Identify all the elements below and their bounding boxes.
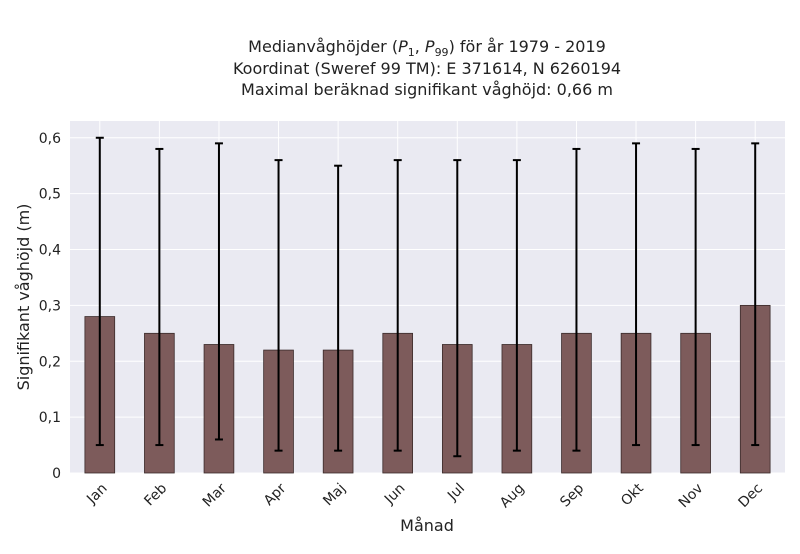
x-tick-label-okt: Okt xyxy=(618,480,647,509)
y-tick-label-4: 0,4 xyxy=(39,243,61,259)
error-bar-maj xyxy=(334,164,343,452)
title-p1-letter: P xyxy=(398,37,408,56)
y-tick-label-5: 0,5 xyxy=(39,187,61,203)
error-bar-sep xyxy=(572,147,581,452)
plot-area xyxy=(70,121,785,473)
y-axis-label: Signifikant våghöjd (m) xyxy=(14,204,33,391)
title-part-1: Medianvåghöjder ( xyxy=(248,37,398,56)
title-comma: , xyxy=(415,37,425,56)
x-tick-label-sep: Sep xyxy=(557,480,587,510)
error-bar-okt xyxy=(632,142,641,447)
error-bar-jun xyxy=(393,159,402,452)
x-tick-label-apr: Apr xyxy=(261,480,290,509)
error-bar-apr xyxy=(274,159,283,452)
chart-title-line-1: Medianvåghöjder (P1, P99) för år 1979 - … xyxy=(248,37,606,59)
y-tick-label-2: 0,2 xyxy=(39,354,61,370)
x-axis-ticks: Jan Feb Mar Apr Maj Jun Jul Aug Sep Okt Nov Dec xyxy=(83,480,766,511)
x-tick-label-feb: Feb xyxy=(141,480,170,509)
title-p1-sub: 1 xyxy=(408,46,415,59)
title-p99-sub: 99 xyxy=(435,46,449,59)
x-tick-label-jun: Jun xyxy=(381,481,408,508)
error-bar-feb xyxy=(155,147,164,447)
y-tick-label-3: 0,3 xyxy=(39,298,61,314)
y-axis-ticks: 0 0,1 0,2 0,3 0,4 0,5 0,6 xyxy=(39,131,61,482)
y-tick-label-6: 0,6 xyxy=(39,131,61,147)
chart-title-line-3: Maximal beräknad signifikant våghöjd: 0,… xyxy=(241,80,613,99)
error-bar-aug xyxy=(512,159,521,452)
y-tick-label-0: 0 xyxy=(52,466,61,482)
x-tick-label-nov: Nov xyxy=(676,481,707,512)
title-part-2: ) för år 1979 - 2019 xyxy=(449,37,606,56)
error-bar-nov xyxy=(691,147,700,447)
x-tick-label-maj: Maj xyxy=(320,481,349,510)
x-tick-label-mar: Mar xyxy=(200,480,230,510)
title-p99-letter: P xyxy=(425,37,435,56)
x-axis-label: Månad xyxy=(400,516,454,535)
error-bar-jan xyxy=(95,136,104,447)
x-tick-label-dec: Dec xyxy=(736,481,766,511)
x-tick-label-aug: Aug xyxy=(497,481,528,512)
x-tick-label-jan: Jan xyxy=(83,481,110,508)
error-bar-jul xyxy=(453,159,462,458)
y-tick-label-1: 0,1 xyxy=(39,410,61,426)
error-bar-dec xyxy=(751,142,760,447)
x-tick-label-jul: Jul xyxy=(444,481,468,505)
chart-title-line-2: Koordinat (Sweref 99 TM): E 371614, N 62… xyxy=(233,59,621,78)
error-bar-mar xyxy=(214,142,223,441)
error-bars xyxy=(95,136,760,458)
